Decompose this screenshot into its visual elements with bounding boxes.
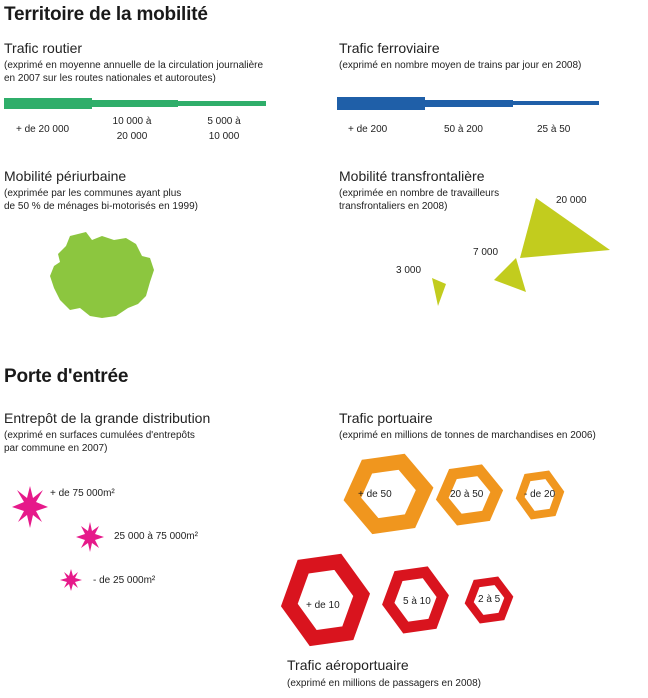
periurban-shape [50,232,154,318]
airport-label-small: 2 à 5 [478,594,501,605]
airport-label-medium: 5 à 10 [403,596,431,607]
road-class-label-low-2: 10 000 [208,131,240,142]
rail-bar-medium [425,100,513,107]
crossborder-label-20000: 20 000 [556,195,587,206]
airport-ring-small [464,576,514,624]
warehouse-label-small: - de 25 000m² [93,575,156,586]
road-class-label-low-1: 5 000 à [207,116,241,127]
airport-ring-medium [382,566,449,634]
rail-traffic-subtitle: (exprimé en nombre moyen de trains par j… [339,60,582,71]
crossborder-triangle-7000 [494,258,526,292]
rail-class-label-high: + de 200 [348,124,388,135]
rail-bar-high [337,97,425,110]
road-bar-low [178,101,266,106]
port-traffic-subtitle: (exprimé en millions de tonnes de marcha… [339,430,596,441]
crossborder-subtitle-1: (exprimée en nombre de travailleurs [339,188,500,199]
crossborder-triangle-20000 [520,198,610,258]
rail-class-label-low: 25 à 50 [537,124,571,135]
airport-traffic-subtitle: (exprimé en millions de passagers en 200… [287,678,481,689]
warehouse-label-medium: 25 000 à 75 000m² [114,531,198,542]
warehouse-star-small [60,569,82,591]
warehouse-label-large: + de 75 000m² [50,488,115,499]
rail-bar-low [513,101,599,105]
road-class-label-medium-2: 20 000 [116,131,148,142]
rail-class-label-medium: 50 à 200 [444,124,483,135]
crossborder-subtitle-2: transfrontaliers en 2008) [339,201,448,212]
road-traffic-subtitle-2: en 2007 sur les routes nationales et aut… [4,73,216,84]
road-bar-medium [92,100,178,107]
warehouse-subtitle-2: par commune en 2007) [4,443,108,454]
port-ring-medium [435,464,504,526]
periurban-title: Mobilité périurbaine [4,168,127,184]
port-ring-large [343,453,434,535]
road-bar-high [4,98,92,109]
crossborder-title: Mobilité transfrontalière [339,168,485,184]
warehouse-star-medium [76,522,104,552]
road-class-label-high: + de 20 000 [16,124,70,135]
warehouse-subtitle-1: (exprimé en surfaces cumulées d'entrepôt… [4,430,195,441]
port-label-small: - de 20 [524,489,556,500]
crossborder-triangle-3000 [432,278,446,306]
port-ring-small [515,470,565,520]
airport-ring-large [280,553,371,647]
port-label-large: + de 50 [358,489,392,500]
periurban-subtitle-1: (exprimée par les communes ayant plus [4,188,182,199]
airport-label-large: + de 10 [306,600,340,611]
section-title-mobility: Territoire de la mobilité [4,4,208,25]
rail-traffic-title: Trafic ferroviaire [339,40,440,56]
crossborder-label-3000: 3 000 [396,265,422,276]
road-traffic-title: Trafic routier [4,40,83,56]
road-class-label-medium-1: 10 000 à [112,116,152,127]
warehouse-title: Entrepôt de la grande distribution [4,410,211,426]
airport-traffic-title: Trafic aéroportuaire [287,657,409,673]
periurban-subtitle-2: de 50 % de ménages bi-motorisés en 1999) [4,201,199,212]
port-traffic-title: Trafic portuaire [339,410,433,426]
port-label-medium: 20 à 50 [450,489,484,500]
section-title-gateway: Porte d'entrée [4,366,129,387]
warehouse-star-large [12,486,48,528]
crossborder-label-7000: 7 000 [473,247,499,258]
road-traffic-subtitle-1: (exprimé en moyenne annuelle de la circu… [4,60,264,71]
